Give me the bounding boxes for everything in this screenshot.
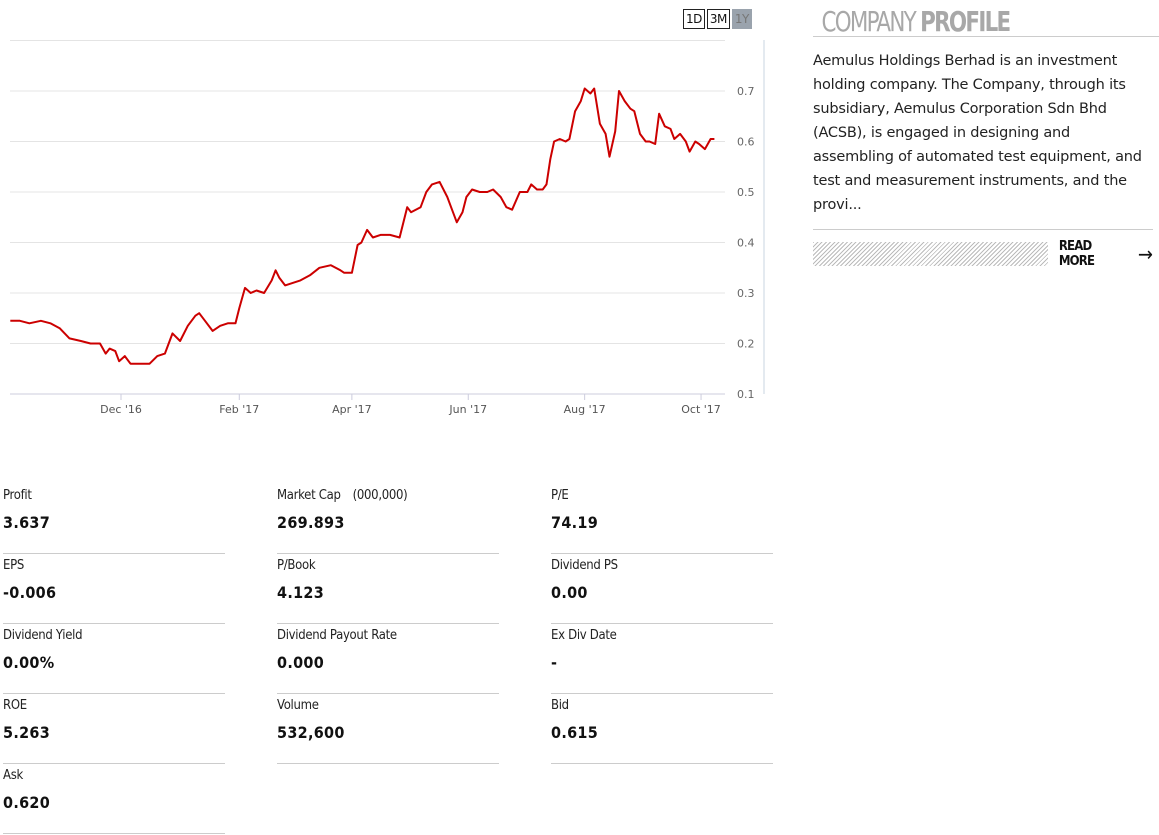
price-chart: 0.1 0.2 0.3 0.4 0.5 0.6 0.7 Dec '16 Feb '17 Apr '… [10, 40, 765, 416]
stat-cell: Ex Div Date - [551, 625, 773, 694]
stat-value: -0.006 [3, 583, 57, 602]
title-bold: PROFILE [920, 5, 1011, 38]
stat-label: P/E [551, 488, 773, 503]
stat-value: 0.000 [277, 653, 325, 672]
stat-label: P/Book [277, 558, 499, 573]
stat-label-text: Volume [277, 698, 319, 713]
y-tick-label: 0.6 [737, 136, 755, 149]
stat-value: 5.263 [3, 723, 51, 742]
stat-label-text: Market Cap [277, 488, 341, 503]
range-1d-button[interactable]: 1D [683, 9, 705, 29]
stat-value: 0.620 [3, 793, 51, 812]
read-more-link[interactable]: READ MORE [1058, 239, 1095, 269]
stat-value: 4.123 [277, 583, 325, 602]
stat-label-text: P/Book [277, 558, 316, 573]
stat-label-text: Dividend PS [551, 558, 618, 573]
stat-cell: P/E 74.19 [551, 485, 773, 554]
stat-label: Dividend Yield [3, 628, 225, 643]
y-tick-label: 0.5 [737, 186, 755, 199]
profile-title: COMPANY PROFILE [813, 0, 1159, 38]
range-1y-button[interactable]: 1Y [731, 9, 752, 29]
range-3m-button[interactable]: 3M [706, 9, 730, 29]
arrow-right-icon[interactable]: → [1137, 242, 1153, 266]
x-tick-label: Oct '17 [681, 403, 721, 416]
y-tick-label: 0.3 [737, 287, 755, 300]
range-selector: 1D 3M 1Y [683, 9, 752, 29]
x-tick-label: Aug '17 [564, 403, 606, 416]
y-tick-label: 0.7 [737, 85, 755, 98]
x-tick-label: Apr '17 [332, 403, 372, 416]
stat-value: 0.00 [551, 583, 588, 602]
stat-cell: Dividend PS 0.00 [551, 555, 773, 624]
stat-cell: ROE 5.263 [3, 695, 225, 764]
y-tick-label: 0.2 [737, 338, 755, 351]
stat-label: Market Cap (000,000) [277, 488, 499, 503]
x-tick-label: Jun '17 [448, 403, 487, 416]
stat-label: Dividend Payout Rate [277, 628, 499, 643]
profile-description: Aemulus Holdings Berhad is an investment… [813, 53, 1142, 213]
stat-cell: Ask 0.620 [3, 765, 225, 834]
stat-label: Dividend PS [551, 558, 773, 573]
stat-label-text: ROE [3, 698, 27, 713]
stat-label: Ex Div Date [551, 628, 773, 643]
stat-cell: Dividend Yield 0.00% [3, 625, 225, 694]
hatch-divider [813, 242, 1048, 266]
stat-label-text: Dividend Yield [3, 628, 83, 643]
title-light: COMPANY [821, 5, 917, 38]
stat-value: 3.637 [3, 513, 51, 532]
company-profile: COMPANY PROFILE Aemulus Holdings Berhad … [813, 0, 1159, 269]
stat-label-text: Bid [551, 698, 569, 713]
stat-label-text: Ask [3, 768, 23, 783]
stat-value: - [551, 653, 558, 672]
x-tick-label: Feb '17 [219, 403, 259, 416]
stat-cell: Dividend Payout Rate 0.000 [277, 625, 499, 694]
stat-label-text: Profit [3, 488, 32, 503]
stat-cell: Market Cap (000,000) 269.893 [277, 485, 499, 554]
stat-value: 269.893 [277, 513, 345, 532]
stat-cell: Profit 3.637 [3, 485, 225, 554]
stat-label-text: P/E [551, 488, 569, 503]
stat-label: EPS [3, 558, 225, 573]
stat-label-text: Ex Div Date [551, 628, 617, 643]
price-series-line [10, 87, 715, 365]
stat-label: Ask [3, 768, 225, 783]
stat-cell: P/Book 4.123 [277, 555, 499, 624]
stat-label: Volume [277, 698, 499, 713]
stat-cell: Volume 532,600 [277, 695, 499, 764]
stats-grid: Profit 3.637 Market Cap (000,000) 269.893 P/E… [3, 485, 773, 835]
stat-label: ROE [3, 698, 225, 713]
stat-label-text: Dividend Payout Rate [277, 628, 397, 643]
x-tick-label: Dec '16 [100, 403, 142, 416]
stat-value: 0.00% [3, 653, 55, 672]
stat-value: 74.19 [551, 513, 599, 532]
stat-cell: EPS -0.006 [3, 555, 225, 624]
stat-label-text: EPS [3, 558, 24, 573]
stat-label: Profit [3, 488, 225, 503]
stat-unit: (000,000) [352, 488, 408, 503]
stat-label: Bid [551, 698, 773, 713]
y-tick-label: 0.4 [737, 237, 755, 250]
y-tick-label: 0.1 [737, 388, 755, 401]
stat-value: 0.615 [551, 723, 599, 742]
stat-cell: Bid 0.615 [551, 695, 773, 764]
stat-value: 532,600 [277, 723, 345, 742]
